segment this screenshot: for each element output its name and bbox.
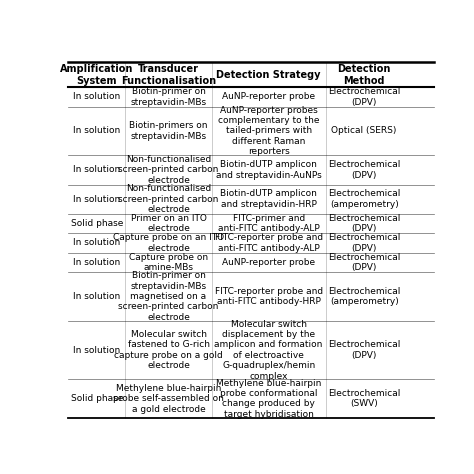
Text: AuNP-reporter probe: AuNP-reporter probe	[222, 92, 315, 101]
Text: Optical (SERS): Optical (SERS)	[331, 127, 397, 136]
Text: Methylene blue-hairpin
probe self-assembled on
a gold electrode: Methylene blue-hairpin probe self-assemb…	[113, 384, 224, 414]
Text: Molecular switch
displacement by the
amplicon and formation
of electroactive
G-q: Molecular switch displacement by the amp…	[214, 319, 323, 381]
Text: Methylene blue-hairpin
probe conformational
change produced by
target hybridisat: Methylene blue-hairpin probe conformatio…	[216, 379, 321, 419]
Text: FITC-primer and
anti-FITC antibody-ALP: FITC-primer and anti-FITC antibody-ALP	[218, 214, 319, 233]
Text: Transducer
Functionalisation: Transducer Functionalisation	[121, 64, 216, 86]
Text: In solution: In solution	[73, 258, 120, 267]
Text: Electrochemical
(DPV): Electrochemical (DPV)	[328, 233, 401, 253]
Text: Non-functionalised
screen-printed carbon
electrode: Non-functionalised screen-printed carbon…	[118, 155, 219, 185]
Text: Electrochemical
(DPV): Electrochemical (DPV)	[328, 214, 401, 233]
Text: Biotin-primer on
streptavidin-MBs
magnetised on a
screen-printed carbon
electrod: Biotin-primer on streptavidin-MBs magnet…	[118, 271, 219, 322]
Text: In solution: In solution	[73, 195, 120, 204]
Text: Capture probe on an ITO
electrode: Capture probe on an ITO electrode	[113, 233, 224, 253]
Text: In solution: In solution	[73, 292, 120, 301]
Text: Solid phase: Solid phase	[71, 219, 123, 228]
Text: Electrochemical
(DPV): Electrochemical (DPV)	[328, 87, 401, 107]
Text: Primer on an ITO
electrode: Primer on an ITO electrode	[131, 214, 207, 233]
Text: Electrochemical
(DPV): Electrochemical (DPV)	[328, 253, 401, 272]
Text: Electrochemical
(amperometry): Electrochemical (amperometry)	[328, 190, 401, 209]
Text: FITC-reporter probe and
anti-FITC antibody-ALP: FITC-reporter probe and anti-FITC antibo…	[215, 233, 323, 253]
Text: In solution: In solution	[73, 346, 120, 355]
Text: In solution: In solution	[73, 238, 120, 247]
Text: Non-functionalised
screen-printed carbon
electrode: Non-functionalised screen-printed carbon…	[118, 184, 219, 214]
Text: In solution: In solution	[73, 127, 120, 136]
Text: Electrochemical
(DPV): Electrochemical (DPV)	[328, 160, 401, 180]
Text: Solid phase: Solid phase	[71, 394, 123, 403]
Text: Electrochemical
(amperometry): Electrochemical (amperometry)	[328, 287, 401, 306]
Text: Capture probe on
amine-MBs: Capture probe on amine-MBs	[129, 253, 208, 272]
Text: AuNP-reporter probes
complementary to the
tailed-primers with
different Raman
re: AuNP-reporter probes complementary to th…	[218, 106, 319, 156]
Text: In solution: In solution	[73, 165, 120, 174]
Text: Electrochemical
(DPV): Electrochemical (DPV)	[328, 340, 401, 360]
Text: Biotin-dUTP amplicon
and streptavidin-AuNPs: Biotin-dUTP amplicon and streptavidin-Au…	[216, 160, 321, 180]
Text: Detection Strategy: Detection Strategy	[217, 70, 321, 80]
Text: Biotin-primers on
streptavidin-MBs: Biotin-primers on streptavidin-MBs	[129, 121, 208, 141]
Text: In solution: In solution	[73, 92, 120, 101]
Text: Biotin-primer on
streptavidin-MBs: Biotin-primer on streptavidin-MBs	[130, 87, 207, 107]
Text: Detection
Method: Detection Method	[337, 64, 391, 86]
Text: Amplification
System: Amplification System	[60, 64, 134, 86]
Text: AuNP-reporter probe: AuNP-reporter probe	[222, 258, 315, 267]
Text: FITC-reporter probe and
anti-FITC antibody-HRP: FITC-reporter probe and anti-FITC antibo…	[215, 287, 323, 306]
Text: Electrochemical
(SWV): Electrochemical (SWV)	[328, 389, 401, 409]
Text: Biotin-dUTP amplicon
and streptavidin-HRP: Biotin-dUTP amplicon and streptavidin-HR…	[220, 190, 317, 209]
Text: Molecular switch
fastened to G-rich
capture probe on a gold
electrode: Molecular switch fastened to G-rich capt…	[114, 330, 223, 370]
